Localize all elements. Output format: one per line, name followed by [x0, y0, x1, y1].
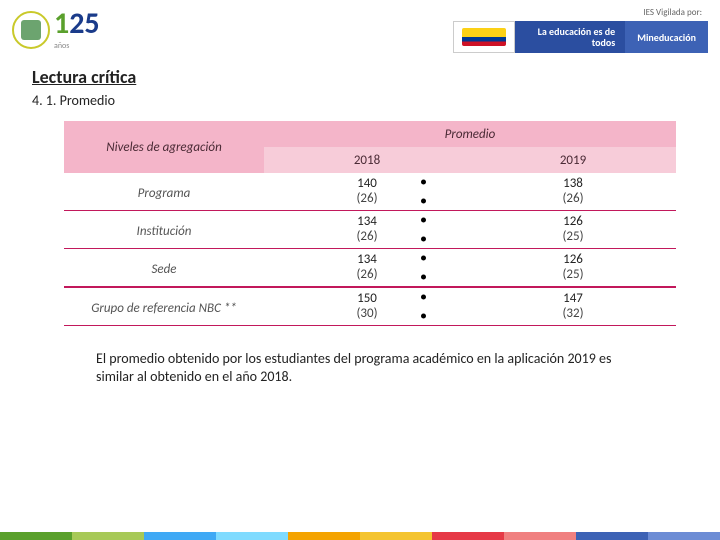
flag-icon [453, 21, 515, 53]
ministry-slogan: La educación es de todos [515, 21, 625, 53]
cell-value: 134 [264, 249, 470, 268]
row-label: Institución [64, 211, 264, 249]
footer-color-strip [0, 532, 720, 540]
header-right: IES Vigilada por: La educación es de tod… [453, 7, 708, 53]
col-header-year-2018: 2018 [264, 147, 470, 173]
col-header-promedio: Promedio [264, 121, 676, 147]
col-header-levels: Niveles de agregación [64, 121, 264, 173]
supervised-label: IES Vigilada por: [453, 7, 708, 18]
document-page: 125 años IES Vigilada por: La educación … [0, 0, 720, 540]
row-label: Grupo de referencia NBC ** [64, 287, 264, 326]
cell-sub: (30) [264, 306, 470, 326]
section-subtitle: 4. 1. Promedio [32, 92, 688, 109]
section-title: Lectura crítica [32, 66, 688, 88]
cell-value: 140 [264, 173, 470, 191]
row-label: Programa [64, 173, 264, 211]
col-header-year-2019: 2019 [470, 147, 676, 173]
cell-value: 126 [470, 211, 676, 230]
cell-sub: (26) [470, 191, 676, 211]
logo-text: 125 años [54, 9, 100, 51]
logo-badge-icon [12, 11, 50, 49]
ministry-banner: La educación es de todos Mineducación [453, 21, 708, 53]
averages-table: Niveles de agregación Promedio 2018 2019… [64, 121, 676, 326]
cell-sub: (26) [264, 229, 470, 249]
section-headings: Lectura crítica 4. 1. Promedio [0, 58, 720, 109]
ministry-name: Mineducación [625, 21, 708, 53]
cell-value: 134 [264, 211, 470, 230]
cell-value: 126 [470, 249, 676, 268]
cell-sub: (25) [470, 267, 676, 287]
header: 125 años IES Vigilada por: La educación … [0, 0, 720, 58]
summary-paragraph: El promedio obtenido por los estudiantes… [96, 350, 648, 386]
cell-sub: (25) [470, 229, 676, 249]
logo-num-main: 25 [69, 5, 99, 42]
row-label: Sede [64, 249, 264, 288]
cell-value: 138 [470, 173, 676, 191]
cell-sub: (32) [470, 306, 676, 326]
logo-num-accent: 1 [54, 5, 69, 42]
institution-logo: 125 años [12, 9, 100, 51]
cell-value: 147 [470, 287, 676, 306]
cell-sub: (26) [264, 191, 470, 211]
logo-subtext: años [54, 41, 100, 51]
cell-sub: (26) [264, 267, 470, 287]
cell-value: 150 [264, 287, 470, 306]
